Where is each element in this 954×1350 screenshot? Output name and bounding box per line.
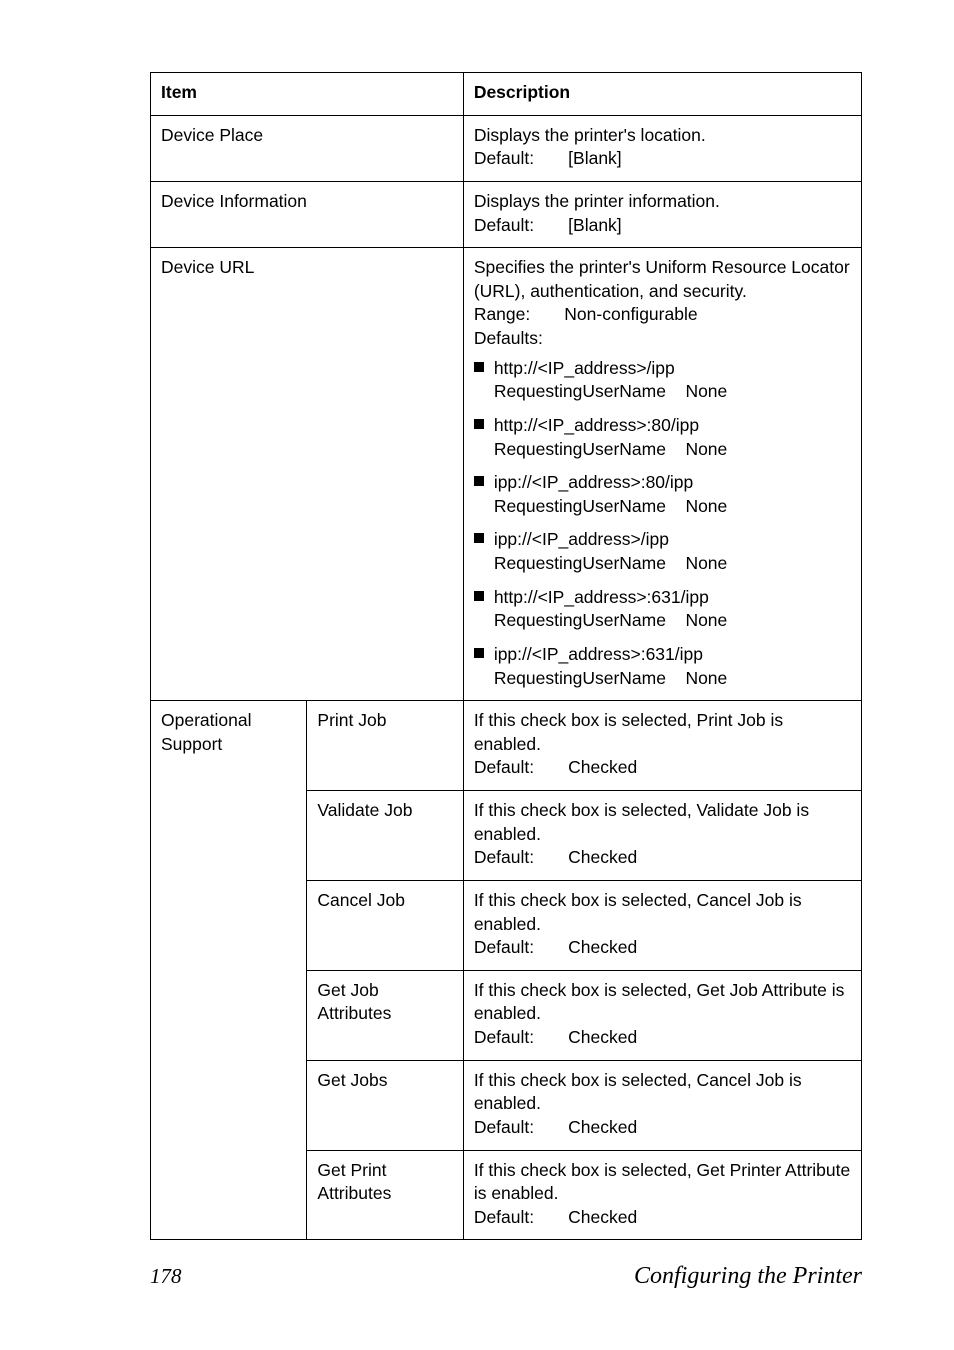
desc-device-place: Displays the printer's location. Default… <box>463 115 861 181</box>
desc-validate-job: If this check box is selected, Validate … <box>463 791 861 881</box>
device-url-bullets: http://<IP_address>/ipp RequestingUserNa… <box>474 357 851 691</box>
list-item: ipp://<IP_address>/ipp RequestingUserNam… <box>474 528 851 575</box>
desc-device-information: Displays the printer information. Defaul… <box>463 181 861 247</box>
desc-get-print-attributes: If this check box is selected, Get Print… <box>463 1150 861 1240</box>
header-item: Item <box>151 73 464 116</box>
label-get-job-attributes: Get Job Attributes <box>307 970 463 1060</box>
list-item: http://<IP_address>/ipp RequestingUserNa… <box>474 357 851 404</box>
desc-cancel-job: If this check box is selected, Cancel Jo… <box>463 880 861 970</box>
row-device-url: Device URL Specifies the printer's Unifo… <box>151 248 862 701</box>
label-device-information: Device Information <box>151 181 464 247</box>
config-table: Item Description Device Place Displays t… <box>150 72 862 1240</box>
desc-get-jobs: If this check box is selected, Cancel Jo… <box>463 1060 861 1150</box>
label-device-url: Device URL <box>151 248 464 701</box>
label-get-jobs: Get Jobs <box>307 1060 463 1150</box>
label-print-job: Print Job <box>307 701 463 791</box>
list-item: ipp://<IP_address>:80/ipp RequestingUser… <box>474 471 851 518</box>
label-validate-job: Validate Job <box>307 791 463 881</box>
label-get-print-attributes: Get Print Attributes <box>307 1150 463 1240</box>
label-device-place: Device Place <box>151 115 464 181</box>
desc-device-url: Specifies the printer's Uniform Resource… <box>463 248 861 701</box>
label-operational-support: Operational Support <box>151 701 307 1240</box>
list-item: http://<IP_address>:80/ipp RequestingUse… <box>474 414 851 461</box>
row-print-job: Operational Support Print Job If this ch… <box>151 701 862 791</box>
desc-get-job-attributes: If this check box is selected, Get Job A… <box>463 970 861 1060</box>
list-item: http://<IP_address>:631/ipp RequestingUs… <box>474 586 851 633</box>
header-description: Description <box>463 73 861 116</box>
page-number: 178 <box>150 1264 182 1289</box>
desc-print-job: If this check box is selected, Print Job… <box>463 701 861 791</box>
label-cancel-job: Cancel Job <box>307 880 463 970</box>
row-device-information: Device Information Displays the printer … <box>151 181 862 247</box>
footer: 178 Configuring the Printer <box>150 1263 862 1290</box>
table-header-row: Item Description <box>151 73 862 116</box>
list-item: ipp://<IP_address>:631/ipp RequestingUse… <box>474 643 851 690</box>
row-device-place: Device Place Displays the printer's loca… <box>151 115 862 181</box>
footer-title: Configuring the Printer <box>634 1263 862 1290</box>
